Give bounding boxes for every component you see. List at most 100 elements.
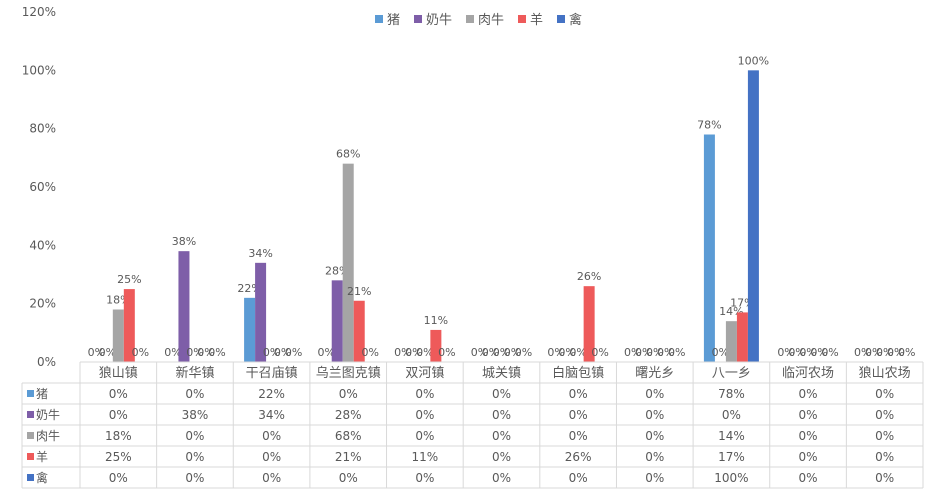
table-cell: 17% xyxy=(718,450,745,464)
table-cell: 0% xyxy=(262,429,281,443)
table-cell: 0% xyxy=(799,471,818,485)
data-label: 0% xyxy=(777,346,794,359)
table-cell: 0% xyxy=(415,429,434,443)
category-label: 狼山农场 xyxy=(859,366,911,381)
table-cell: 0% xyxy=(109,408,128,422)
y-tick-label: 60% xyxy=(29,180,56,194)
table-series-name: 禽 xyxy=(36,470,48,485)
data-label: 0% xyxy=(471,346,488,359)
y-tick-label: 120% xyxy=(22,5,56,19)
data-label: 0% xyxy=(263,346,280,359)
data-label: 21% xyxy=(347,285,371,298)
data-label: 0% xyxy=(810,346,827,359)
table-cell: 11% xyxy=(412,450,439,464)
table-legend-key-2 xyxy=(27,432,34,439)
table-series-name: 肉牛 xyxy=(36,428,60,443)
table-cell: 0% xyxy=(185,450,204,464)
bar-3-8 xyxy=(736,312,748,362)
table-cell: 0% xyxy=(799,450,818,464)
bar-3-6 xyxy=(583,286,595,362)
bar-3-0 xyxy=(123,289,135,362)
category-label: 双河镇 xyxy=(405,366,444,381)
legend-label: 奶牛 xyxy=(426,13,452,28)
table-cell: 0% xyxy=(799,408,818,422)
bar-0-8 xyxy=(703,134,715,362)
table-cell: 0% xyxy=(645,471,664,485)
data-label: 0% xyxy=(504,346,521,359)
table-cell: 0% xyxy=(415,408,434,422)
data-label: 0% xyxy=(274,346,291,359)
data-label: 0% xyxy=(208,346,225,359)
data-label: 11% xyxy=(424,314,448,327)
category-label: 新华镇 xyxy=(175,365,214,381)
data-label: 0% xyxy=(876,346,893,359)
table-series-name: 羊 xyxy=(36,449,48,464)
table-cell: 25% xyxy=(105,450,132,464)
category-label: 八一乡 xyxy=(712,366,751,381)
data-label: 0% xyxy=(854,346,871,359)
data-label: 0% xyxy=(197,346,214,359)
table-cell: 0% xyxy=(569,408,588,422)
table-cell: 0% xyxy=(262,450,281,464)
table-cell: 0% xyxy=(415,387,434,401)
bar-1-3 xyxy=(331,280,343,362)
bar-3-3 xyxy=(353,300,365,362)
bar-2-0 xyxy=(112,309,124,362)
category-label: 干召庙镇 xyxy=(246,366,298,381)
table-cell: 18% xyxy=(105,429,132,443)
bar-1-1 xyxy=(178,251,190,362)
data-label: 0% xyxy=(646,346,663,359)
y-tick-label: 20% xyxy=(29,297,56,311)
table-cell: 0% xyxy=(492,471,511,485)
category-label: 白脑包镇 xyxy=(552,365,604,381)
table-series-name: 奶牛 xyxy=(36,407,60,422)
bar-3-4 xyxy=(430,329,442,362)
legend-swatch-0 xyxy=(375,15,383,23)
data-label: 0% xyxy=(515,346,532,359)
data-label: 34% xyxy=(248,247,272,260)
category-label: 曙光乡 xyxy=(635,366,674,381)
data-label: 0% xyxy=(547,346,564,359)
data-label: 0% xyxy=(438,346,455,359)
table-cell: 0% xyxy=(109,387,128,401)
data-label: 0% xyxy=(799,346,816,359)
data-label: 100% xyxy=(738,54,769,67)
data-label: 0% xyxy=(887,346,904,359)
bar-1-2 xyxy=(255,262,267,362)
data-label: 38% xyxy=(172,235,196,248)
table-cell: 0% xyxy=(645,387,664,401)
data-label: 0% xyxy=(99,346,116,359)
data-label: 0% xyxy=(394,346,411,359)
data-label: 0% xyxy=(88,346,105,359)
data-label: 0% xyxy=(318,346,335,359)
data-label: 26% xyxy=(577,270,601,283)
table-cell: 0% xyxy=(799,387,818,401)
table-cell: 100% xyxy=(714,471,748,485)
table-cell: 0% xyxy=(875,387,894,401)
table-cell: 26% xyxy=(565,450,592,464)
table-cell: 0% xyxy=(799,429,818,443)
bar-2-3 xyxy=(342,163,354,362)
category-label: 乌兰图克镇 xyxy=(316,365,381,381)
data-label: 0% xyxy=(164,346,181,359)
data-label: 0% xyxy=(493,346,510,359)
data-label: 0% xyxy=(865,346,882,359)
data-label: 0% xyxy=(362,346,379,359)
y-tick-label: 40% xyxy=(29,238,56,252)
table-cell: 0% xyxy=(569,471,588,485)
table-cell: 0% xyxy=(645,429,664,443)
table-cell: 0% xyxy=(875,429,894,443)
data-label: 0% xyxy=(712,346,729,359)
data-label: 0% xyxy=(821,346,838,359)
table-cell: 0% xyxy=(492,387,511,401)
table-series-name: 猪 xyxy=(36,387,48,401)
table-cell: 0% xyxy=(492,450,511,464)
table-cell: 0% xyxy=(109,471,128,485)
data-label: 68% xyxy=(336,148,360,161)
table-cell: 0% xyxy=(645,408,664,422)
table-cell: 0% xyxy=(569,429,588,443)
table-cell: 0% xyxy=(645,450,664,464)
y-tick-label: 100% xyxy=(22,63,56,77)
legend-label: 肉牛 xyxy=(478,13,504,28)
